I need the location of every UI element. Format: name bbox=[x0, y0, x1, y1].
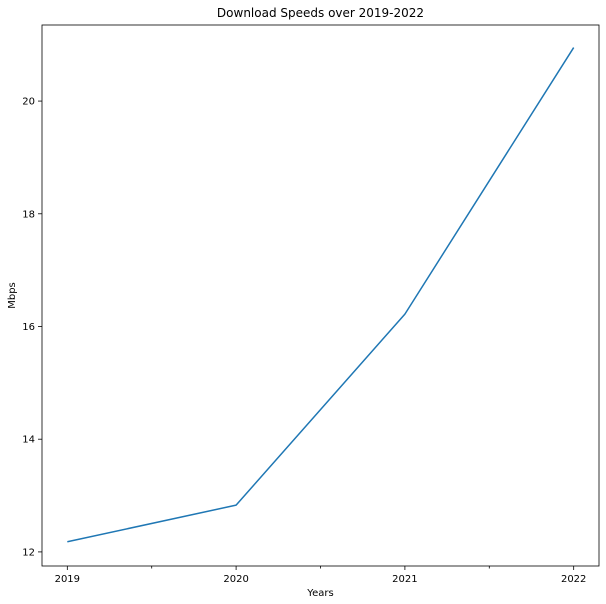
x-tick-label: 2020 bbox=[223, 574, 248, 585]
series-line bbox=[67, 47, 575, 543]
x-tick-label: 2019 bbox=[55, 574, 80, 585]
y-tick-label: 14 bbox=[22, 435, 35, 446]
x-axis-label: Years bbox=[306, 588, 333, 599]
y-tick-label: 12 bbox=[22, 547, 35, 558]
y-tick-label: 20 bbox=[22, 97, 35, 108]
plot-frame bbox=[41, 24, 600, 567]
y-axis-label: Mbps bbox=[7, 282, 18, 309]
x-tick-label: 2022 bbox=[561, 574, 586, 585]
y-tick-label: 16 bbox=[22, 322, 35, 333]
x-tick-label: 2021 bbox=[392, 574, 417, 585]
chart-title: Download Speeds over 2019-2022 bbox=[217, 6, 424, 20]
y-axis: 12 14 16 18 20 bbox=[22, 97, 42, 558]
x-axis: 2019 2020 2021 2022 bbox=[55, 566, 586, 585]
series-layer bbox=[67, 47, 575, 543]
y-tick-label: 18 bbox=[22, 209, 35, 220]
plot-area: 2019 2020 2021 2022 12 14 16 18 20 bbox=[22, 24, 600, 585]
